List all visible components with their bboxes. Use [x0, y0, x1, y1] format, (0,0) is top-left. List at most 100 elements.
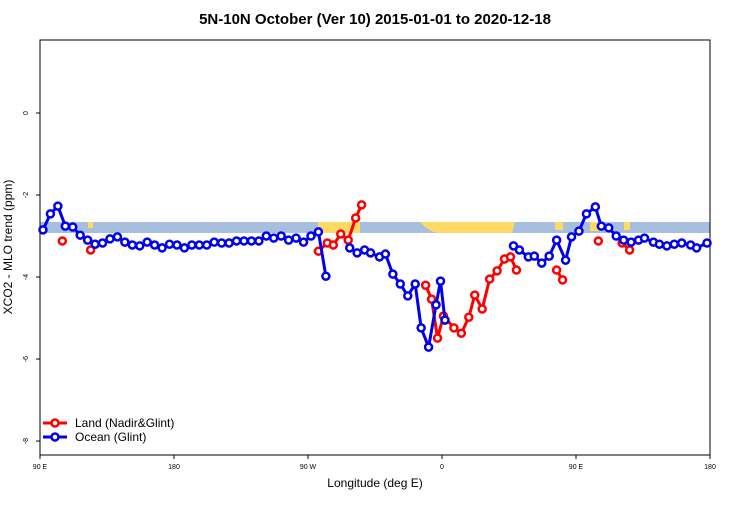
point: [611, 231, 621, 241]
point: [97, 238, 108, 248]
point: [380, 249, 391, 259]
x-tick-label: 0: [440, 464, 444, 471]
point: [492, 266, 502, 276]
point: [426, 294, 437, 304]
point: [254, 236, 264, 246]
point: [365, 248, 376, 258]
point: [440, 315, 450, 325]
legend-marker: [50, 432, 60, 442]
point: [477, 304, 487, 314]
x-tick-label: 180: [168, 464, 180, 471]
point: [38, 225, 48, 235]
point: [416, 323, 426, 333]
point: [537, 258, 547, 268]
point: [662, 241, 672, 251]
point: [283, 235, 294, 245]
y-tick-label: -2: [23, 192, 30, 198]
point: [593, 236, 604, 246]
point: [135, 241, 145, 251]
point: [410, 279, 420, 289]
land-patch: [420, 222, 515, 233]
point: [511, 265, 522, 275]
point: [676, 238, 687, 248]
point: [157, 243, 167, 253]
point: [90, 239, 100, 249]
point: [551, 265, 562, 275]
point: [505, 252, 516, 262]
point: [261, 231, 272, 241]
point: [514, 245, 525, 255]
point: [691, 243, 702, 253]
x-tick-label: 180: [704, 464, 716, 471]
point: [187, 240, 197, 250]
point: [449, 323, 459, 333]
point: [420, 280, 431, 290]
point: [529, 251, 540, 261]
point: [581, 209, 592, 219]
point: [120, 237, 130, 247]
point: [356, 200, 367, 210]
land-patch: [318, 222, 360, 233]
land-patch: [624, 222, 630, 230]
point: [551, 235, 562, 245]
legend-marker: [50, 418, 60, 428]
y-axis-label: XCO2 - MLO trend (ppm): [1, 180, 15, 315]
point: [574, 226, 584, 236]
point: [57, 236, 68, 246]
point: [470, 290, 480, 300]
point: [306, 231, 316, 241]
point: [149, 240, 160, 250]
point: [566, 232, 577, 242]
point: [75, 230, 85, 240]
point: [224, 238, 234, 248]
point: [604, 223, 614, 233]
point: [352, 248, 362, 258]
point: [82, 235, 93, 245]
point: [216, 238, 227, 248]
point: [68, 222, 78, 232]
point: [560, 255, 571, 265]
point: [388, 269, 398, 279]
point: [544, 251, 554, 261]
land-patch: [88, 222, 93, 228]
point: [350, 213, 361, 223]
point: [239, 236, 249, 246]
point: [53, 201, 63, 211]
point: [336, 229, 346, 239]
point: [246, 236, 257, 246]
point: [669, 239, 680, 249]
land-mask-band: [40, 222, 710, 233]
x-tick-label: 90 W: [300, 464, 317, 471]
point: [639, 233, 650, 243]
point: [291, 233, 301, 243]
point: [435, 276, 446, 286]
point: [164, 239, 175, 249]
point: [179, 243, 190, 253]
point: [298, 237, 309, 247]
point: [626, 237, 636, 247]
chart-title: 5N-10N October (Ver 10) 2015-01-01 to 20…: [199, 11, 551, 28]
y-tick-label: -8: [23, 438, 30, 444]
point: [344, 243, 355, 253]
point: [60, 221, 71, 231]
point: [172, 240, 182, 250]
point: [557, 275, 568, 285]
legend-label: Ocean (Glint): [75, 430, 146, 444]
point: [209, 237, 219, 247]
point: [702, 238, 712, 248]
y-tick-label: -4: [23, 274, 30, 280]
point: [484, 274, 495, 284]
point: [423, 342, 434, 352]
point: [654, 239, 665, 249]
point: [45, 209, 56, 219]
point: [618, 235, 629, 245]
x-tick-label: 90 E: [33, 464, 48, 471]
point: [464, 312, 474, 322]
point: [624, 245, 635, 255]
point: [313, 227, 324, 237]
ocean-band: [40, 222, 710, 233]
y-tick-label: 0: [23, 111, 30, 115]
point: [343, 235, 353, 245]
land-patch: [590, 222, 602, 231]
